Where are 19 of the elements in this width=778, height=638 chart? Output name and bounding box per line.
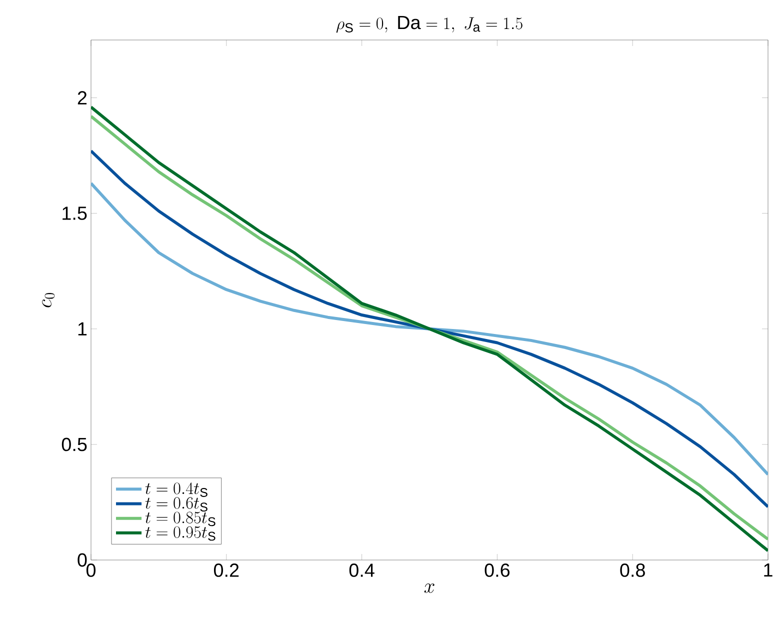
x-axis-title: $x$ bbox=[424, 584, 434, 593]
legend-label: $t = 0.85t_\mathrm{S}$ bbox=[145, 512, 216, 526]
legend-label: $t = 0.6t_\mathrm{S}$ bbox=[145, 497, 208, 512]
legend-label: $t = 0.95t_\mathrm{S}$ bbox=[145, 526, 216, 541]
y-tick-label: 1 bbox=[78, 322, 87, 336]
x-tick-label: 1 bbox=[764, 564, 772, 577]
y-tick-label: 2 bbox=[78, 91, 87, 104]
y-tick-label: 1.5 bbox=[62, 206, 87, 220]
x-tick-label: 0.4 bbox=[349, 564, 374, 577]
x-tick-label: 0.2 bbox=[214, 564, 239, 577]
y-tick-label: 0.5 bbox=[62, 438, 87, 452]
x-tick-label: 0.8 bbox=[620, 564, 645, 577]
y-tick-label: 0 bbox=[78, 553, 87, 567]
y-axis-title: $c_0$ bbox=[42, 292, 55, 308]
legend-label: $t = 0.4t_\mathrm{S}$ bbox=[145, 482, 208, 497]
x-tick-label: 0.6 bbox=[484, 564, 510, 577]
chart-title: $\rho_\mathrm{S} = 0,\ \mathrm{Da} = 1,\ J_\mathrm{a} = 1.5$ bbox=[336, 16, 522, 33]
x-tick-label: 0 bbox=[86, 564, 96, 577]
line-series bbox=[91, 182, 768, 476]
